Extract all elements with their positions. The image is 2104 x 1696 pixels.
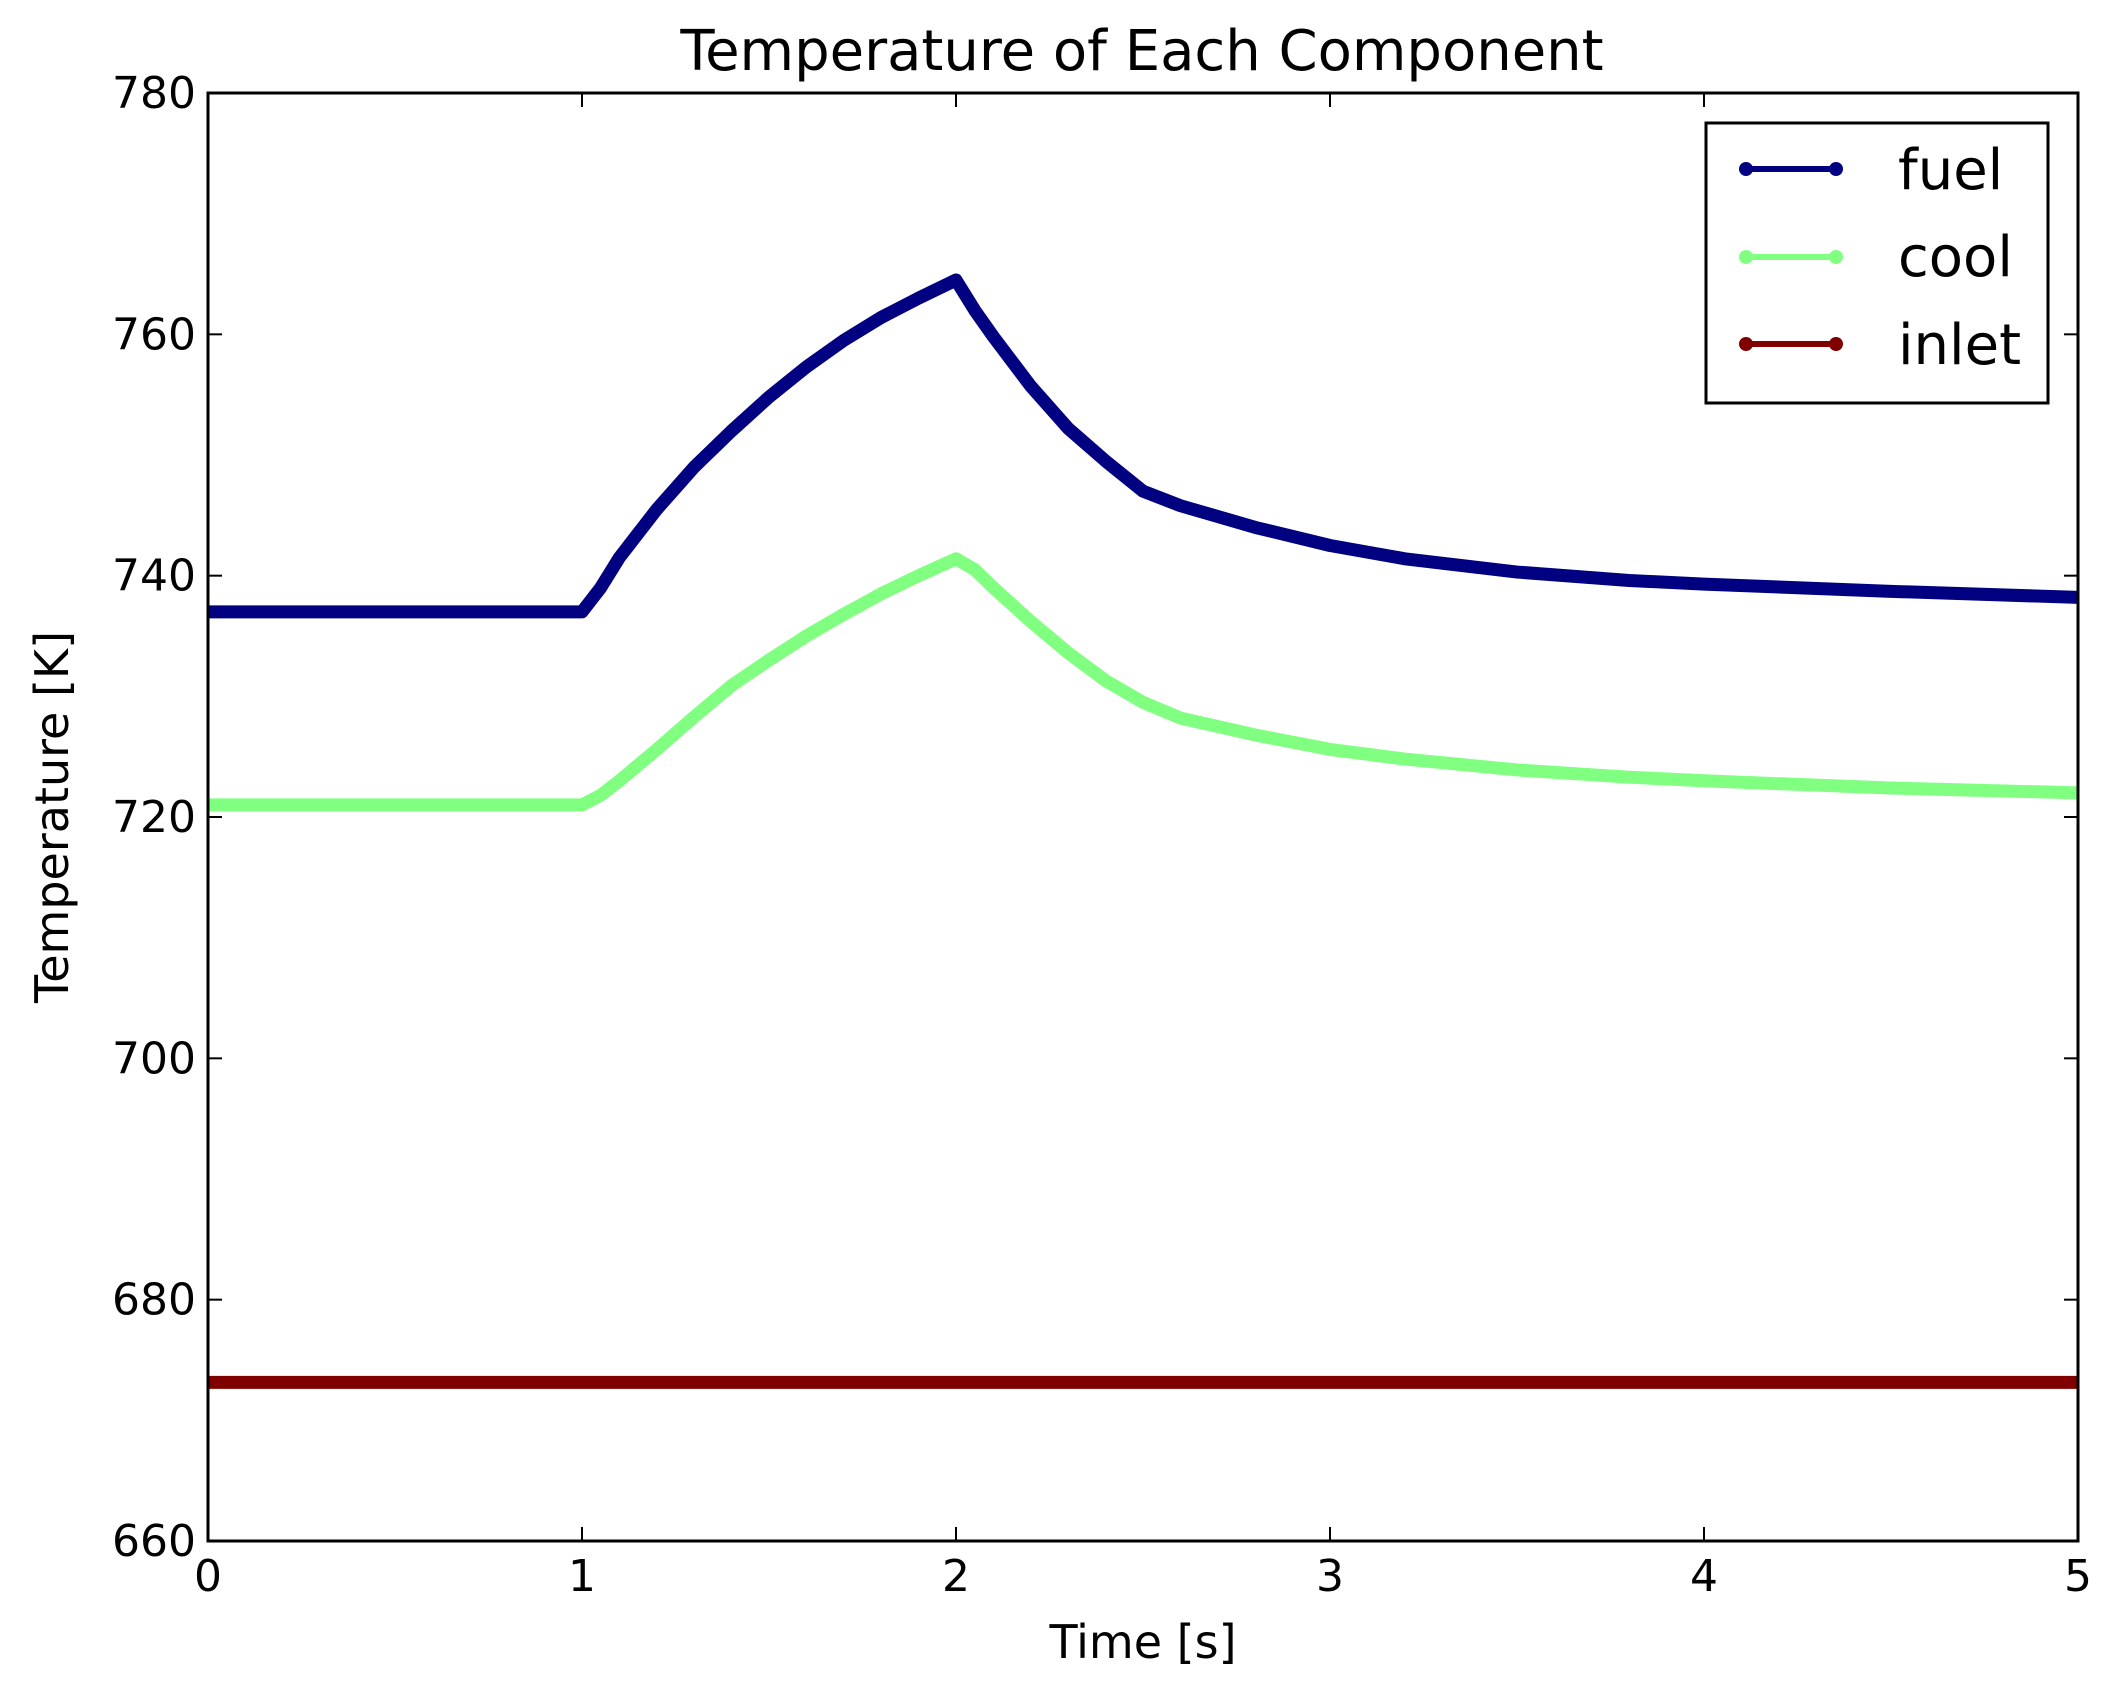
legend-label-inlet: inlet bbox=[1898, 313, 2021, 378]
legend-marker-fuel-end bbox=[1829, 162, 1843, 176]
tick-layer: 0 1 2 3 4 5 660 680 700 720 740 760 780 bbox=[112, 68, 2092, 1602]
plot-frame bbox=[206, 91, 2080, 1543]
legend-label-cool: cool bbox=[1898, 225, 2013, 290]
y-tick-label-760: 760 bbox=[112, 309, 196, 360]
chart-title: Temperature of Each Component bbox=[679, 19, 1603, 84]
y-tick-label-740: 740 bbox=[112, 551, 196, 602]
legend-marker-cool-start bbox=[1739, 250, 1753, 264]
series-layer bbox=[208, 273, 2079, 1389]
legend-entry-cool: cool bbox=[1739, 225, 2013, 290]
x-tick-label-5: 5 bbox=[2064, 1551, 2092, 1602]
x-tick-label-0: 0 bbox=[194, 1551, 222, 1602]
legend-entry-inlet: inlet bbox=[1739, 313, 2021, 378]
x-tick-label-2: 2 bbox=[942, 1551, 970, 1602]
series-line-cool bbox=[208, 552, 2079, 812]
x-tick-label-4: 4 bbox=[1690, 1551, 1718, 1602]
y-tick-label-680: 680 bbox=[112, 1275, 196, 1326]
legend: fuel cool inlet bbox=[1704, 121, 2050, 405]
y-tick-label-780: 780 bbox=[112, 68, 196, 119]
legend-marker-inlet-end bbox=[1829, 337, 1843, 351]
legend-label-fuel: fuel bbox=[1898, 138, 2003, 203]
legend-marker-inlet-start bbox=[1739, 337, 1753, 351]
legend-entry-fuel: fuel bbox=[1739, 138, 2003, 203]
x-tick-label-3: 3 bbox=[1316, 1551, 1344, 1602]
series-line-fuel bbox=[208, 273, 2079, 619]
legend-marker-cool-end bbox=[1829, 250, 1843, 264]
x-tick-label-1: 1 bbox=[568, 1551, 596, 1602]
x-axis-label: Time [s] bbox=[1048, 1615, 1236, 1669]
y-axis-label: Temperature [K] bbox=[25, 631, 79, 1004]
legend-marker-fuel-start bbox=[1739, 162, 1753, 176]
y-tick-label-720: 720 bbox=[112, 792, 196, 843]
y-tick-label-700: 700 bbox=[112, 1033, 196, 1084]
y-tick-label-660: 660 bbox=[112, 1516, 196, 1567]
